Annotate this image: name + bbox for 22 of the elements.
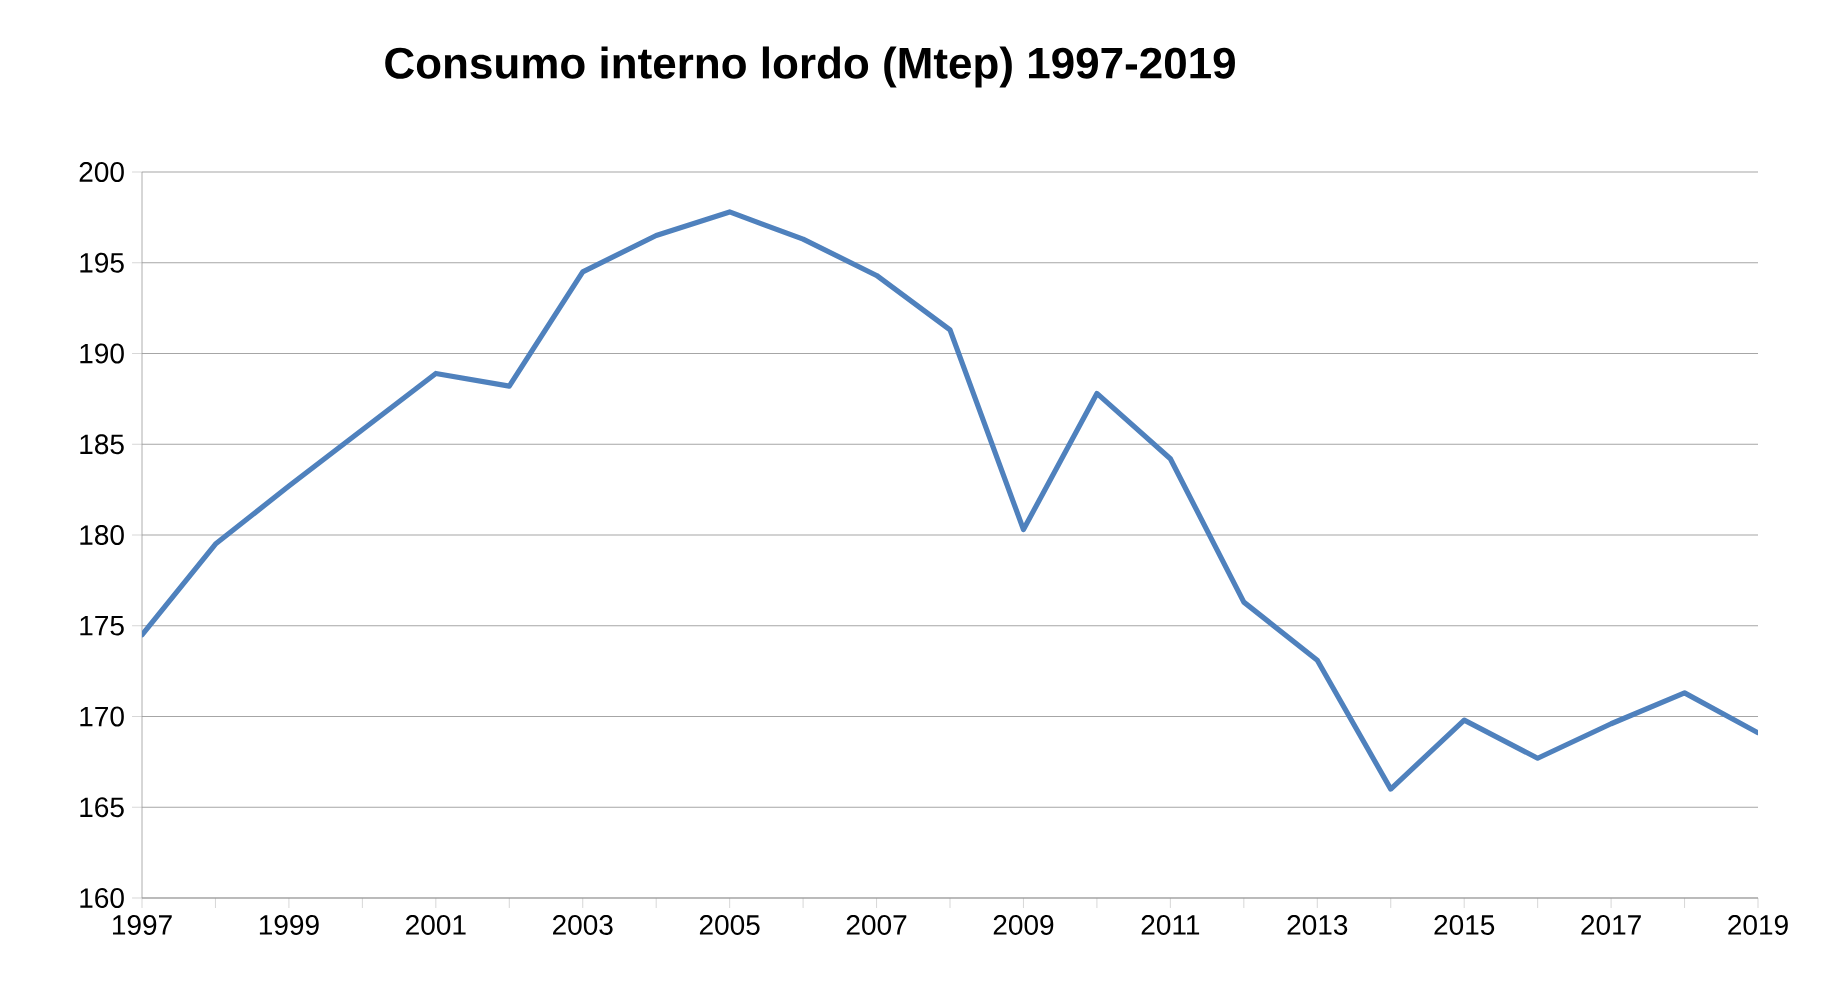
x-tick-label: 2013	[1287, 915, 1348, 935]
y-tick-label: 200	[79, 162, 124, 182]
x-tick-label: 2007	[846, 915, 907, 935]
x-tick-label: 2019	[1728, 915, 1788, 935]
x-tick-label: 2017	[1581, 915, 1641, 935]
x-tick-label: 2015	[1434, 915, 1495, 935]
y-tick-label: 175	[80, 615, 124, 636]
x-tick-label: 2001	[406, 915, 466, 935]
y-tick-label: 160	[80, 888, 124, 908]
x-tick-label: 2009	[993, 915, 1054, 935]
y-tick-label: 190	[80, 343, 124, 364]
y-tick-label: 165	[80, 797, 124, 818]
y-tick-label: 180	[80, 525, 124, 545]
x-tick-label: 1997	[113, 915, 172, 935]
y-tick-label: 195	[80, 252, 124, 273]
x-tick-label: 2005	[699, 915, 760, 935]
x-tick-label: 2011	[1141, 915, 1200, 935]
x-tick-label: 2003	[553, 915, 613, 935]
y-tick-label: 170	[80, 706, 124, 727]
y-tick-label: 185	[80, 434, 124, 455]
chart-title: Consumo interno lordo (Mtep) 1997-2019	[385, 46, 1235, 88]
x-tick-label: 1999	[259, 915, 319, 935]
